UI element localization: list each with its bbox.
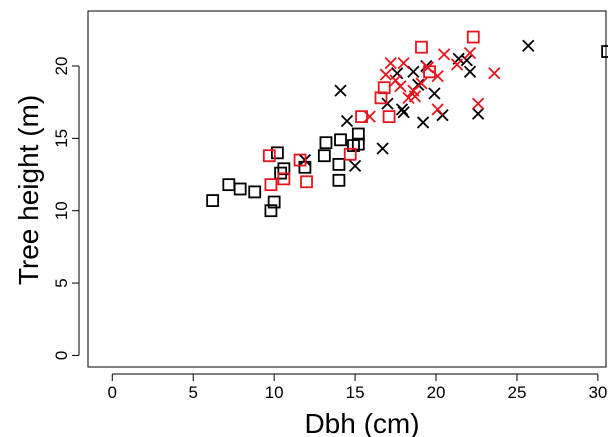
data-point-x (471, 97, 485, 110)
data-point-x (391, 67, 404, 80)
data-point-x (397, 56, 410, 70)
data-point-square (355, 110, 368, 124)
data-point-x (407, 65, 420, 78)
data-point-square (343, 147, 357, 161)
data-point-x (416, 116, 430, 129)
series-1-x-markers (298, 39, 535, 172)
x-tick-label: 30 (588, 383, 607, 402)
data-point-x (397, 106, 410, 119)
data-point-x (437, 48, 451, 61)
data-point-square (270, 146, 284, 160)
data-point-x (381, 97, 394, 110)
data-point-x (334, 84, 347, 97)
x-tick-label: 10 (265, 383, 284, 402)
data-point-square (332, 173, 346, 187)
data-point-square (601, 45, 608, 58)
y-tick-label: 20 (52, 57, 71, 76)
y-tick-label: 15 (52, 129, 71, 148)
y-axis-title: Tree height (m) (13, 95, 44, 285)
data-point-x (394, 80, 407, 93)
data-point-square (300, 175, 313, 189)
data-point-square (248, 185, 262, 199)
data-point-square (264, 204, 278, 218)
data-point-x (431, 103, 444, 116)
data-point-x (415, 77, 428, 90)
data-point-x (408, 90, 422, 103)
data-point-square (382, 110, 396, 124)
data-point-square (222, 178, 236, 192)
data-point-x (431, 69, 444, 83)
data-point-x (376, 142, 389, 155)
data-point-square (264, 178, 278, 192)
y-tick-label: 5 (52, 278, 71, 287)
y-tick-label: 10 (52, 201, 71, 220)
plot-frame (87, 10, 607, 368)
data-points (206, 30, 608, 218)
y-tick-label: 0 (52, 351, 71, 360)
data-point-square (293, 153, 307, 167)
data-point-square (206, 194, 220, 207)
data-point-x (522, 39, 535, 52)
data-point-square (415, 40, 428, 54)
data-point-x (340, 114, 354, 128)
data-point-x (450, 58, 464, 71)
y-axis: 0 5 10 15 20 (52, 57, 80, 360)
data-point-square (277, 172, 291, 186)
data-point-square (351, 127, 365, 141)
data-point-x (363, 110, 376, 123)
data-point-x (463, 65, 477, 78)
data-point-x (384, 56, 397, 70)
x-axis: 0 5 10 15 20 25 30 (108, 373, 607, 402)
data-point-x (428, 87, 441, 100)
data-point-x (463, 46, 477, 60)
x-tick-label: 20 (427, 383, 446, 402)
data-point-square (334, 133, 347, 147)
data-point-x (379, 68, 392, 81)
data-point-square (267, 195, 281, 209)
data-point-x (460, 54, 473, 67)
data-point-x (421, 61, 435, 74)
data-point-x (395, 103, 409, 116)
series-2-square-markers (262, 30, 480, 192)
data-point-square (317, 149, 331, 163)
data-point-square (233, 182, 247, 196)
data-point-square (466, 30, 480, 44)
x-tick-label: 5 (188, 383, 197, 402)
data-point-square (262, 149, 276, 163)
data-point-x (488, 67, 501, 80)
data-point-x (348, 159, 362, 172)
data-point-x (471, 107, 485, 120)
series-3-x-markers (363, 46, 501, 123)
x-tick-label: 0 (108, 383, 117, 402)
data-point-square (332, 157, 346, 171)
x-axis-title: Dbh (cm) (304, 408, 419, 437)
x-tick-label: 15 (346, 383, 365, 402)
data-point-square (319, 136, 333, 150)
x-tick-label: 25 (508, 383, 527, 402)
data-point-square (377, 81, 391, 95)
